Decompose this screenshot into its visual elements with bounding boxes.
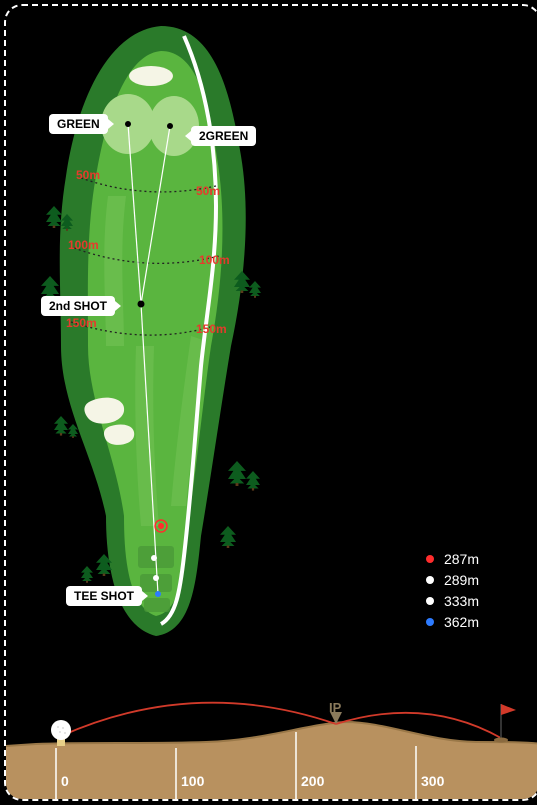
callout-2nd-shot: 2nd SHOT [41, 296, 115, 316]
marker-blue [155, 591, 161, 597]
legend-row: 333m [426, 593, 479, 609]
marker-red [158, 523, 164, 529]
legend-dot-icon [426, 597, 434, 605]
legend-dot-icon [426, 576, 434, 584]
flag-icon [501, 704, 516, 715]
ground-line [6, 722, 537, 746]
dist-150-r: 150m [196, 322, 227, 336]
tee-peg [57, 736, 65, 746]
legend-row: 289m [426, 572, 479, 588]
callout-tee-shot: TEE SHOT [66, 586, 142, 606]
legend-dot-icon [426, 618, 434, 626]
legend-text: 333m [444, 593, 479, 609]
pin-dot [167, 123, 173, 129]
shot-arc-2 [336, 713, 501, 738]
legend-row: 287m [426, 551, 479, 567]
legend-text: 362m [444, 614, 479, 630]
dist-100-l: 100m [68, 238, 99, 252]
ip-dot [138, 301, 145, 308]
callout-green: GREEN [49, 114, 108, 134]
ip-label: IP [329, 700, 341, 715]
marker-white [153, 575, 159, 581]
tick-100: 100 [181, 773, 204, 789]
legend-text: 289m [444, 572, 479, 588]
dist-150-l: 150m [66, 316, 97, 330]
legend-text: 287m [444, 551, 479, 567]
bunker [129, 66, 173, 86]
marker-white [151, 555, 157, 561]
cup [494, 738, 508, 743]
shot-arc-1 [61, 703, 336, 736]
pin-dot [125, 121, 131, 127]
tick-200: 200 [301, 773, 324, 789]
legend-row: 362m [426, 614, 479, 630]
golf-ball-icon [51, 720, 71, 740]
distance-legend: 287m 289m 333m 362m [426, 546, 479, 635]
dist-50-l: 50m [76, 168, 100, 182]
dist-50-r: 50m [196, 184, 220, 198]
callout-2green: 2GREEN [191, 126, 256, 146]
golf-hole-map: GREEN 2GREEN 2nd SHOT TEE SHOT 50m 50m 1… [4, 4, 537, 801]
legend-dot-icon [426, 555, 434, 563]
tick-0: 0 [61, 773, 69, 789]
tick-300: 300 [421, 773, 444, 789]
dist-100-r: 100m [199, 253, 230, 267]
ground-fill [6, 722, 537, 801]
